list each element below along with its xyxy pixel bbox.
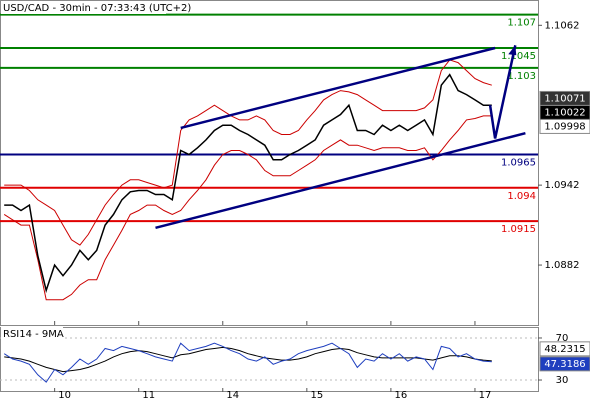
x-tick-label: 15 <box>310 390 323 400</box>
x-tick-label: 17 <box>479 390 492 400</box>
series-line <box>4 73 492 294</box>
y-tick-label: 1.1062 <box>545 20 580 31</box>
chart-title: USD/CAD - 30min - 07:33:43 (UTC+2) <box>3 3 191 14</box>
value-marker <box>539 341 590 357</box>
level-label: 1.1045 <box>501 51 536 62</box>
y-tick-label: 70 <box>556 333 569 344</box>
series-line <box>3 115 492 301</box>
y-tick-label: 30 <box>556 375 569 386</box>
series-line <box>4 346 492 373</box>
series-line <box>4 59 492 246</box>
level-label: 1.107 <box>507 18 536 29</box>
y-tick-label: 1.0942 <box>545 180 580 191</box>
price-marker-label: 1.09998 <box>544 121 585 132</box>
level-label: 1.0965 <box>501 158 536 169</box>
title-bg <box>1 327 63 340</box>
trendline <box>155 131 526 230</box>
x-tick-label: 14 <box>226 390 239 400</box>
level-label: 1.103 <box>507 71 536 82</box>
chart-title: RSI14 - 9MA <box>3 329 64 340</box>
trendline <box>488 45 517 139</box>
price-marker-label: 1.10071 <box>544 93 585 104</box>
x-tick-label: 10 <box>58 390 71 400</box>
x-tick-label: 16 <box>395 390 408 400</box>
title-bg <box>1 1 166 14</box>
series-line <box>3 342 492 383</box>
price-marker <box>539 118 590 134</box>
price-marker-label: 1.10022 <box>544 107 585 118</box>
value-marker <box>539 356 590 372</box>
arrow-head <box>508 45 517 56</box>
rsi-panel <box>0 327 539 392</box>
price-panel <box>0 0 539 326</box>
value-marker-label: 47.3186 <box>544 359 585 370</box>
x-tick-label: 11 <box>142 390 155 400</box>
level-label: 1.0915 <box>501 224 536 235</box>
trendline <box>180 46 496 130</box>
y-tick-label: 1.0882 <box>545 260 580 271</box>
level-label: 1.094 <box>507 191 536 202</box>
value-marker-label: 48.2315 <box>544 344 585 355</box>
